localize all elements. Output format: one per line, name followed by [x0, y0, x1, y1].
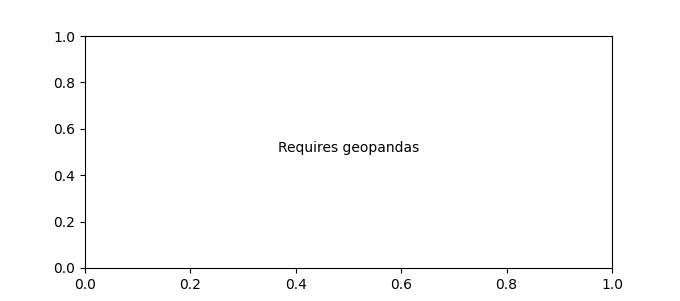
Text: Requires geopandas: Requires geopandas: [278, 141, 419, 155]
